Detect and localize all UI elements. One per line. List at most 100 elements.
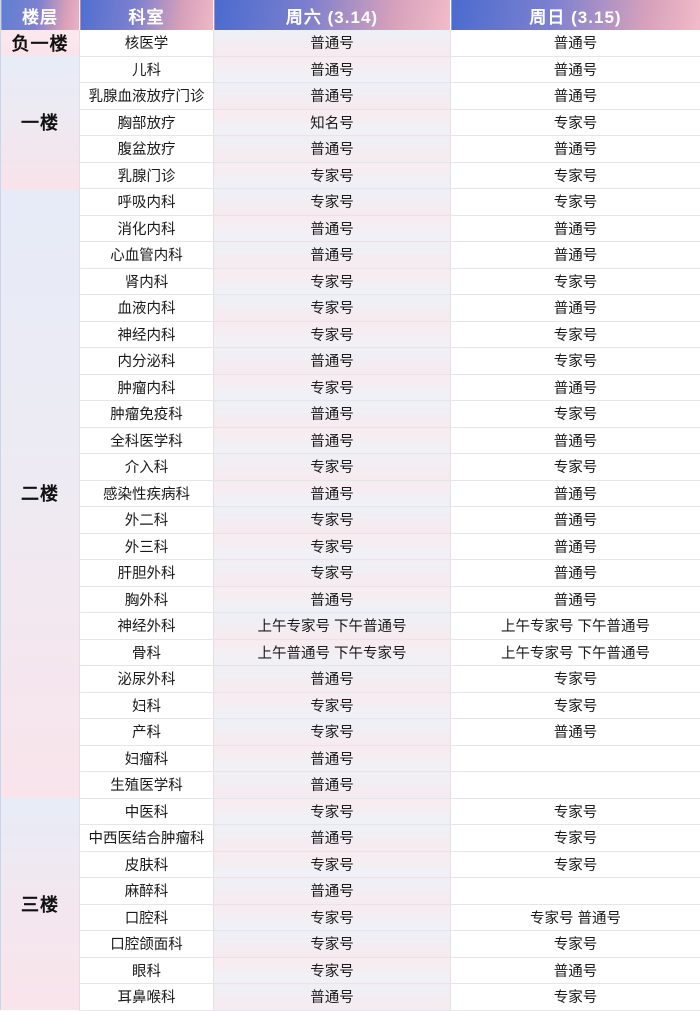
sunday-availability-cell: 普通号 — [451, 215, 700, 242]
saturday-availability-cell: 普通号 — [214, 984, 451, 1011]
department-name-cell: 肿瘤免疫科 — [80, 401, 214, 428]
department-name-cell: 全科医学科 — [80, 427, 214, 454]
floor-group-label: 一楼 — [1, 56, 80, 189]
saturday-availability-cell: 普通号 — [214, 242, 451, 269]
sunday-availability-cell: 专家号 — [451, 798, 700, 825]
sunday-availability-cell: 专家号 — [451, 348, 700, 375]
department-name-cell: 血液内科 — [80, 295, 214, 322]
floor-group-label: 负一楼 — [1, 30, 80, 56]
table-row: 肿瘤内科专家号普通号 — [1, 374, 700, 401]
department-name-cell: 介入科 — [80, 454, 214, 481]
department-name-cell: 麻醉科 — [80, 878, 214, 905]
sunday-availability-cell: 专家号 — [451, 189, 700, 216]
saturday-availability-cell: 普通号 — [214, 772, 451, 799]
department-name-cell: 心血管内科 — [80, 242, 214, 269]
saturday-availability-cell: 专家号 — [214, 189, 451, 216]
department-name-cell: 感染性疾病科 — [80, 480, 214, 507]
sunday-availability-cell: 专家号 — [451, 454, 700, 481]
table-row: 肿瘤免疫科普通号专家号 — [1, 401, 700, 428]
saturday-availability-cell: 专家号 — [214, 268, 451, 295]
sunday-availability-cell: 普通号 — [451, 30, 700, 56]
table-row: 妇瘤科普通号 — [1, 745, 700, 772]
department-name-cell: 肿瘤内科 — [80, 374, 214, 401]
sunday-availability-cell: 专家号 — [451, 109, 700, 136]
saturday-availability-cell: 专家号 — [214, 851, 451, 878]
department-name-cell: 口腔颌面科 — [80, 931, 214, 958]
sunday-availability-cell: 专家号 — [451, 268, 700, 295]
saturday-availability-cell: 专家号 — [214, 454, 451, 481]
table-row: 眼科专家号普通号 — [1, 957, 700, 984]
sunday-availability-cell: 普通号 — [451, 480, 700, 507]
department-name-cell: 儿科 — [80, 56, 214, 83]
sunday-availability-cell: 普通号 — [451, 957, 700, 984]
table-row: 妇科专家号专家号 — [1, 692, 700, 719]
saturday-availability-cell: 普通号 — [214, 480, 451, 507]
saturday-availability-cell: 普通号 — [214, 745, 451, 772]
sunday-availability-cell — [451, 745, 700, 772]
header-row: 楼层 科室 周六 (3.14) 周日 (3.15) — [1, 0, 700, 30]
sunday-availability-cell: 普通号 — [451, 242, 700, 269]
table-row: 神经外科上午专家号 下午普通号上午专家号 下午普通号 — [1, 613, 700, 640]
department-name-cell: 泌尿外科 — [80, 666, 214, 693]
table-row: 腹盆放疗普通号普通号 — [1, 136, 700, 163]
sunday-availability-cell: 普通号 — [451, 374, 700, 401]
sunday-availability-cell: 普通号 — [451, 83, 700, 110]
department-name-cell: 外三科 — [80, 533, 214, 560]
department-name-cell: 呼吸内科 — [80, 189, 214, 216]
department-name-cell: 乳腺血液放疗门诊 — [80, 83, 214, 110]
table-row: 肾内科专家号专家号 — [1, 268, 700, 295]
saturday-availability-cell: 普通号 — [214, 878, 451, 905]
column-header-department: 科室 — [80, 0, 214, 30]
saturday-availability-cell: 知名号 — [214, 109, 451, 136]
department-name-cell: 中西医结合肿瘤科 — [80, 825, 214, 852]
table-row: 泌尿外科普通号专家号 — [1, 666, 700, 693]
sunday-availability-cell: 普通号 — [451, 295, 700, 322]
sunday-availability-cell: 普通号 — [451, 427, 700, 454]
column-header-floor: 楼层 — [1, 0, 80, 30]
table-row: 介入科专家号专家号 — [1, 454, 700, 481]
table-row: 神经内科专家号专家号 — [1, 321, 700, 348]
table-row: 乳腺门诊专家号专家号 — [1, 162, 700, 189]
table-row: 胸外科普通号普通号 — [1, 586, 700, 613]
table-row: 感染性疾病科普通号普通号 — [1, 480, 700, 507]
table-row: 生殖医学科普通号 — [1, 772, 700, 799]
department-name-cell: 皮肤科 — [80, 851, 214, 878]
department-name-cell: 核医学 — [80, 30, 214, 56]
department-name-cell: 耳鼻喉科 — [80, 984, 214, 1011]
sunday-availability-cell: 专家号 — [451, 692, 700, 719]
department-name-cell: 产科 — [80, 719, 214, 746]
table-body: 负一楼核医学普通号普通号一楼儿科普通号普通号乳腺血液放疗门诊普通号普通号胸部放疗… — [1, 30, 700, 1010]
saturday-availability-cell: 专家号 — [214, 719, 451, 746]
sunday-availability-cell — [451, 878, 700, 905]
saturday-availability-cell: 专家号 — [214, 507, 451, 534]
saturday-availability-cell: 普通号 — [214, 136, 451, 163]
saturday-availability-cell: 专家号 — [214, 162, 451, 189]
department-name-cell: 神经外科 — [80, 613, 214, 640]
saturday-availability-cell: 上午普通号 下午专家号 — [214, 639, 451, 666]
department-name-cell: 口腔科 — [80, 904, 214, 931]
table-row: 乳腺血液放疗门诊普通号普通号 — [1, 83, 700, 110]
sunday-availability-cell: 上午专家号 下午普通号 — [451, 639, 700, 666]
department-name-cell: 妇科 — [80, 692, 214, 719]
saturday-availability-cell: 普通号 — [214, 348, 451, 375]
saturday-availability-cell: 专家号 — [214, 904, 451, 931]
saturday-availability-cell: 专家号 — [214, 295, 451, 322]
table-row: 胸部放疗知名号专家号 — [1, 109, 700, 136]
saturday-availability-cell: 普通号 — [214, 30, 451, 56]
sunday-availability-cell: 专家号 — [451, 666, 700, 693]
sunday-availability-cell — [451, 772, 700, 799]
sunday-availability-cell: 专家号 — [451, 825, 700, 852]
schedule-page: 楼层 科室 周六 (3.14) 周日 (3.15) 负一楼核医学普通号普通号一楼… — [0, 0, 700, 968]
sunday-availability-cell: 普通号 — [451, 719, 700, 746]
table-row: 骨科上午普通号 下午专家号上午专家号 下午普通号 — [1, 639, 700, 666]
sunday-availability-cell: 普通号 — [451, 136, 700, 163]
saturday-availability-cell: 普通号 — [214, 401, 451, 428]
sunday-availability-cell: 专家号 — [451, 401, 700, 428]
column-header-saturday: 周六 (3.14) — [214, 0, 451, 30]
sunday-availability-cell: 普通号 — [451, 560, 700, 587]
table-row: 产科专家号普通号 — [1, 719, 700, 746]
table-row: 口腔科专家号专家号 普通号 — [1, 904, 700, 931]
saturday-availability-cell: 专家号 — [214, 798, 451, 825]
department-name-cell: 眼科 — [80, 957, 214, 984]
